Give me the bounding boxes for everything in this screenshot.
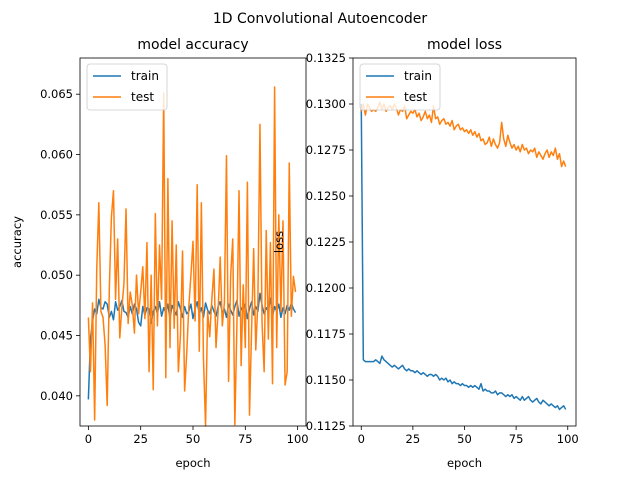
y-tick-label: 0.1200 (306, 281, 346, 295)
x-tick-label: 100 (287, 432, 309, 446)
y-axis-label: accuracy (10, 216, 24, 268)
legend-label-train: train (404, 69, 432, 83)
x-tick-label: 75 (238, 432, 253, 446)
y-tick-label: 0.1275 (306, 143, 346, 157)
y-tick-label: 0.065 (40, 87, 73, 101)
x-tick-label: 25 (133, 432, 148, 446)
y-tick-label: 0.040 (40, 389, 73, 403)
legend-label-train: train (131, 69, 159, 83)
subplot-2: 0 25 50 75 1000.11250.11500.11750.12000.1225… (272, 37, 579, 470)
x-tick-label: 75 (509, 432, 524, 446)
y-tick-label: 0.045 (40, 329, 73, 343)
series-line-test (87, 86, 297, 427)
y-tick-label: 0.055 (40, 208, 73, 222)
x-tick-label: 25 (406, 432, 421, 446)
figure-suptitle: 1D Convolutional Autoencoder (213, 11, 427, 27)
legend: train test (359, 63, 441, 111)
y-tick-label: 0.1125 (306, 419, 346, 433)
x-tick-label: 50 (457, 432, 472, 446)
legend-label-test: test (131, 90, 154, 104)
subplot-title: model loss (427, 37, 502, 53)
y-tick-label: 0.1325 (306, 51, 346, 65)
x-axis-label: epoch (447, 456, 482, 470)
y-tick-label: 0.1175 (306, 327, 346, 341)
legend-label-test: test (404, 90, 427, 104)
x-axis-label: epoch (175, 456, 210, 470)
y-tick-label: 0.060 (40, 148, 73, 162)
subplot-title: model accuracy (137, 37, 248, 53)
y-axis-label: loss (272, 231, 286, 253)
subplot-1: 0 25 50 75 100 0.040 0.045 0.050 0.055 0.060 0.065… (10, 37, 309, 470)
y-tick-label: 0.1150 (306, 373, 346, 387)
legend: train test (86, 63, 168, 111)
y-tick-label: 0.1300 (306, 97, 346, 111)
series-line-train (360, 103, 567, 411)
x-tick-label: 0 (358, 432, 365, 446)
series-line-test (360, 101, 567, 168)
y-tick-label: 0.1225 (306, 235, 346, 249)
x-tick-label: 100 (557, 432, 579, 446)
y-tick-label: 0.050 (40, 268, 73, 282)
axes-frame (352, 57, 577, 427)
x-tick-label: 0 (85, 432, 92, 446)
x-tick-label: 50 (186, 432, 201, 446)
series-line-train (87, 292, 297, 400)
y-tick-label: 0.1250 (306, 189, 346, 203)
